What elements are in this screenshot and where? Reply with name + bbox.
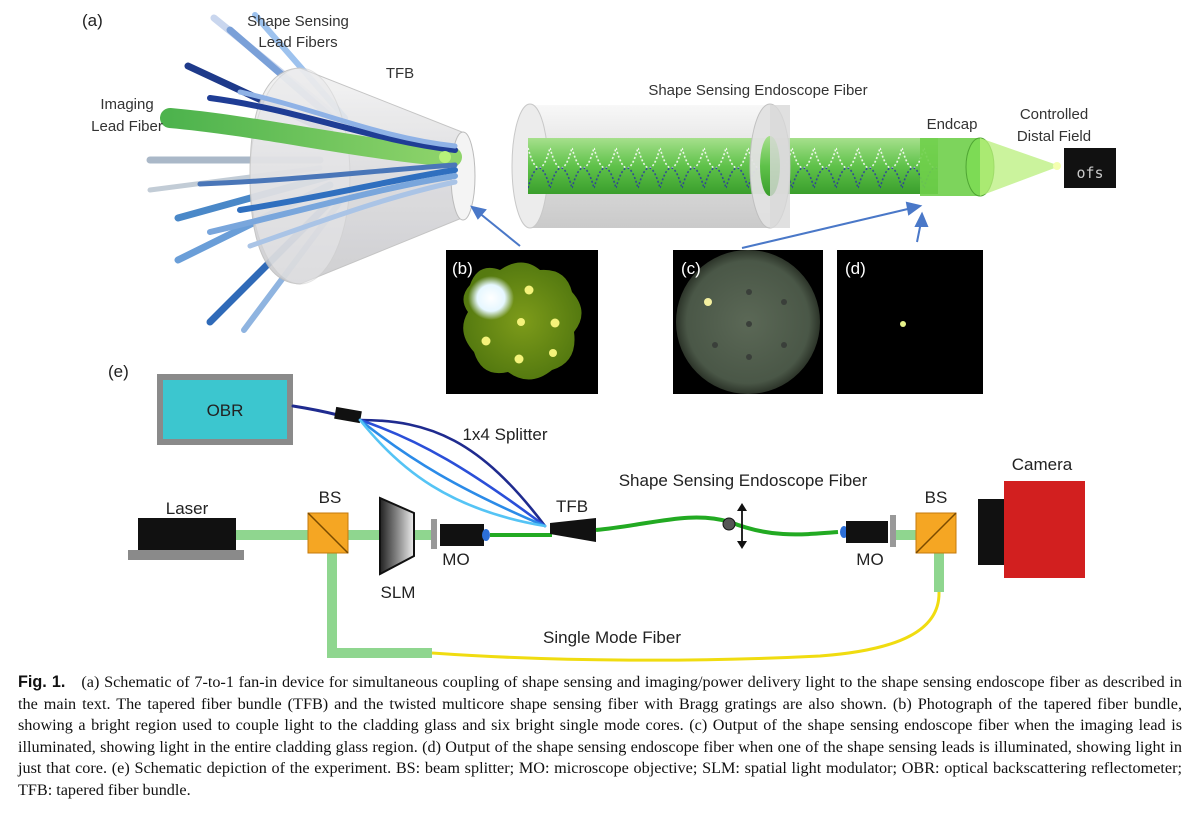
obr-label: OBR (207, 401, 244, 420)
fiber-perturbation-arrow (722, 503, 747, 549)
laser-label: Laser (166, 499, 209, 518)
endcap-label: Endcap (927, 116, 978, 133)
caption-text: (a) Schematic of 7-to-1 fan-in device fo… (18, 673, 1182, 799)
shape-lead-label-line1: Shape Sensing (247, 13, 349, 30)
splitter-fibers (291, 404, 547, 528)
inset-c-photo: (c) (673, 250, 823, 394)
distal-field-image: ofs (1064, 148, 1116, 188)
inset-b-label: (b) (452, 259, 473, 278)
bs-left: BS (307, 488, 349, 554)
camera-label: Camera (1012, 455, 1073, 474)
distal-label-line1: Controlled (1020, 106, 1088, 123)
mo-right-label: MO (856, 550, 883, 569)
camera: Camera (978, 455, 1085, 578)
bs-right: BS (915, 488, 957, 554)
mo-right: MO (840, 515, 896, 569)
distal-field-text: ofs (1076, 164, 1103, 182)
inset-d-photo: (d) (837, 250, 983, 394)
slm: SLM (379, 496, 416, 602)
tfb-label-a: TFB (386, 65, 414, 82)
inset-d-label: (d) (845, 259, 866, 278)
single-mode-fiber (431, 591, 941, 662)
imaging-label-line1: Imaging (100, 96, 153, 113)
mo-left: MO (431, 519, 490, 569)
figure-caption: Fig. 1. (a) Schematic of 7-to-1 fan-in de… (18, 672, 1182, 801)
bs-left-label: BS (319, 488, 342, 507)
inset-arrows (470, 201, 929, 249)
panel-e-label: (e) (108, 362, 129, 381)
caption-fig-label: Fig. 1. (18, 673, 66, 691)
endoscope-fiber-tube (511, 103, 1061, 229)
endoscope-label-e: Shape Sensing Endoscope Fiber (619, 471, 868, 490)
panel-a-label: (a) (82, 11, 103, 30)
inset-b-photo: (b) (446, 250, 598, 394)
shape-lead-label-line2: Lead Fibers (258, 34, 337, 51)
mo-left-label: MO (442, 550, 469, 569)
laser: Laser (128, 499, 244, 560)
figure-diagram: (a) Shape Sensing Lead Fibers TFB Imagin… (82, 11, 1116, 662)
endoscope-label-a: Shape Sensing Endoscope Fiber (648, 82, 867, 99)
tfb-e: TFB (550, 497, 596, 542)
bs-right-label: BS (925, 488, 948, 507)
distal-label-line2: Distal Field (1017, 128, 1091, 145)
tfb-internal-fibers (160, 89, 462, 249)
single-mode-label: Single Mode Fiber (543, 628, 681, 647)
imaging-label-line2: Lead Fiber (91, 118, 163, 135)
inset-c-label: (c) (681, 259, 701, 278)
splitter-label: 1x4 Splitter (462, 425, 547, 444)
slm-label: SLM (381, 583, 416, 602)
endoscope-fiber-e (595, 515, 839, 537)
obr-box: OBR (157, 374, 293, 445)
tfb-e-label: TFB (556, 497, 588, 516)
